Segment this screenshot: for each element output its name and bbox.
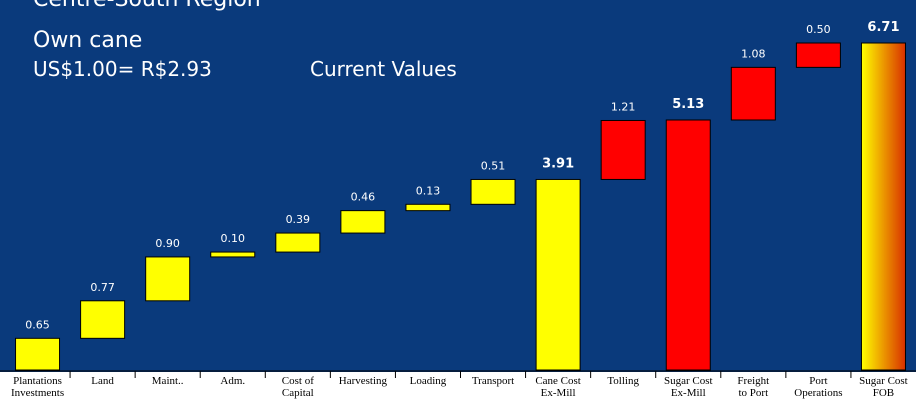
bar <box>80 300 126 339</box>
x-tick-label: Freight to Port <box>737 375 769 399</box>
x-tick-label-line: to Port <box>738 387 768 399</box>
bar <box>275 232 321 253</box>
x-tick-label-line: Harvesting <box>339 375 388 387</box>
x-tick-label: Loading <box>410 375 447 387</box>
x-tick-label: Adm. <box>220 375 245 387</box>
value-label: 0.46 <box>351 191 376 204</box>
x-tick-label-line: FOB <box>873 387 894 399</box>
x-tick-label-line: Port <box>809 375 827 387</box>
x-axis-strip <box>0 372 916 403</box>
x-tick-label-line: Cane Cost <box>535 375 581 387</box>
chart-subtitle: Own cane <box>33 28 142 53</box>
x-tick-label-line: Ex-Mill <box>671 387 706 399</box>
value-label: 3.91 <box>542 156 574 171</box>
bar <box>535 178 581 371</box>
x-tick-label: Transport <box>472 375 514 387</box>
bar <box>15 337 61 371</box>
x-tick-label-line: Sugar Cost <box>859 375 908 387</box>
x-tick-label-line: Adm. <box>220 375 245 387</box>
value-label: 0.10 <box>221 232 246 245</box>
x-tick-label: Cost of Capital <box>282 375 314 399</box>
x-tick-label-line: Tolling <box>607 375 639 387</box>
x-tick-label-line: Maint.. <box>152 375 184 387</box>
x-tick-label-line: Loading <box>410 375 447 387</box>
bar <box>600 119 646 180</box>
value-label: 6.71 <box>867 20 899 35</box>
x-tick-label-line: Land <box>91 375 114 387</box>
x-tick-label-line: Capital <box>282 387 314 399</box>
x-tick-label: Sugar Cost Ex-Mill <box>664 375 713 399</box>
bar <box>210 251 256 258</box>
value-label: 0.50 <box>806 23 831 36</box>
x-tick-label: Sugar Cost FOB <box>859 375 908 399</box>
x-tick-label-line: Transport <box>472 375 514 387</box>
value-label: 0.13 <box>416 184 441 197</box>
value-label: 0.65 <box>25 318 50 331</box>
x-tick-label: Plantations Investments <box>11 375 64 399</box>
x-tick-label: Tolling <box>607 375 639 387</box>
x-tick-label: Port Operations <box>794 375 842 399</box>
bar <box>340 210 386 234</box>
x-tick-label: Land <box>91 375 114 387</box>
x-tick-label: Cane Cost Ex-Mill <box>535 375 581 399</box>
annotation: Current Values <box>310 57 457 81</box>
bar <box>470 178 516 205</box>
x-tick-label-line: Operations <box>794 387 842 399</box>
bar <box>145 256 191 302</box>
value-label: 0.51 <box>481 159 506 172</box>
value-label: 0.39 <box>286 213 311 226</box>
bar <box>665 119 711 371</box>
x-tick-label-line: Investments <box>11 387 64 399</box>
bar <box>860 42 906 371</box>
bar <box>405 203 451 212</box>
x-tick-label-line: Plantations <box>13 375 62 387</box>
value-label: 1.08 <box>741 47 766 60</box>
annotation: US$1.00= R$2.93 <box>33 57 212 81</box>
value-label: 1.21 <box>611 100 636 113</box>
value-label: 5.13 <box>672 97 704 112</box>
x-tick-label: Harvesting <box>339 375 388 387</box>
chart-title: Centre-South Region <box>33 0 261 12</box>
x-tick-label: Maint.. <box>152 375 184 387</box>
value-label: 0.77 <box>90 281 115 294</box>
x-tick-label-line: Sugar Cost <box>664 375 713 387</box>
x-tick-label-line: Freight <box>737 375 769 387</box>
x-tick-label-line: Cost of <box>282 375 314 387</box>
bar <box>795 42 841 68</box>
value-label: 0.90 <box>155 237 180 250</box>
bar <box>730 66 776 121</box>
x-tick-label-line: Ex-Mill <box>541 387 576 399</box>
